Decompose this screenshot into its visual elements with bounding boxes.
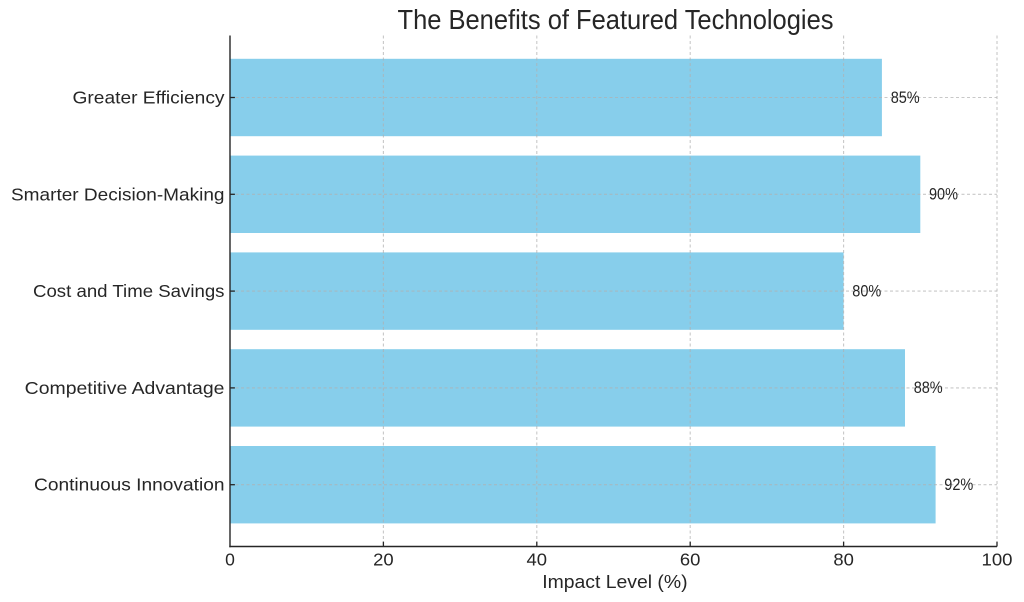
- svg-text:Continuous Innovation: Continuous Innovation: [34, 475, 225, 495]
- svg-text:Impact Level (%): Impact Level (%): [542, 571, 687, 592]
- svg-text:20: 20: [373, 550, 394, 570]
- svg-text:Competitive Advantage: Competitive Advantage: [25, 378, 225, 398]
- svg-text:80: 80: [833, 550, 854, 570]
- svg-text:0: 0: [225, 550, 235, 570]
- svg-text:90%: 90%: [929, 186, 958, 204]
- svg-text:88%: 88%: [914, 379, 943, 397]
- svg-text:100: 100: [982, 550, 1013, 570]
- svg-text:40: 40: [527, 550, 548, 570]
- svg-text:60: 60: [680, 550, 701, 570]
- svg-text:Smarter Decision-Making: Smarter Decision-Making: [11, 184, 225, 204]
- svg-text:Cost and Time Savings: Cost and Time Savings: [33, 281, 225, 301]
- svg-text:85%: 85%: [891, 89, 920, 107]
- svg-text:Greater Efficiency: Greater Efficiency: [73, 88, 225, 108]
- svg-text:80%: 80%: [852, 282, 881, 300]
- svg-text:92%: 92%: [944, 476, 973, 494]
- svg-text:The Benefits of Featured Techn: The Benefits of Featured Technologies: [398, 4, 834, 35]
